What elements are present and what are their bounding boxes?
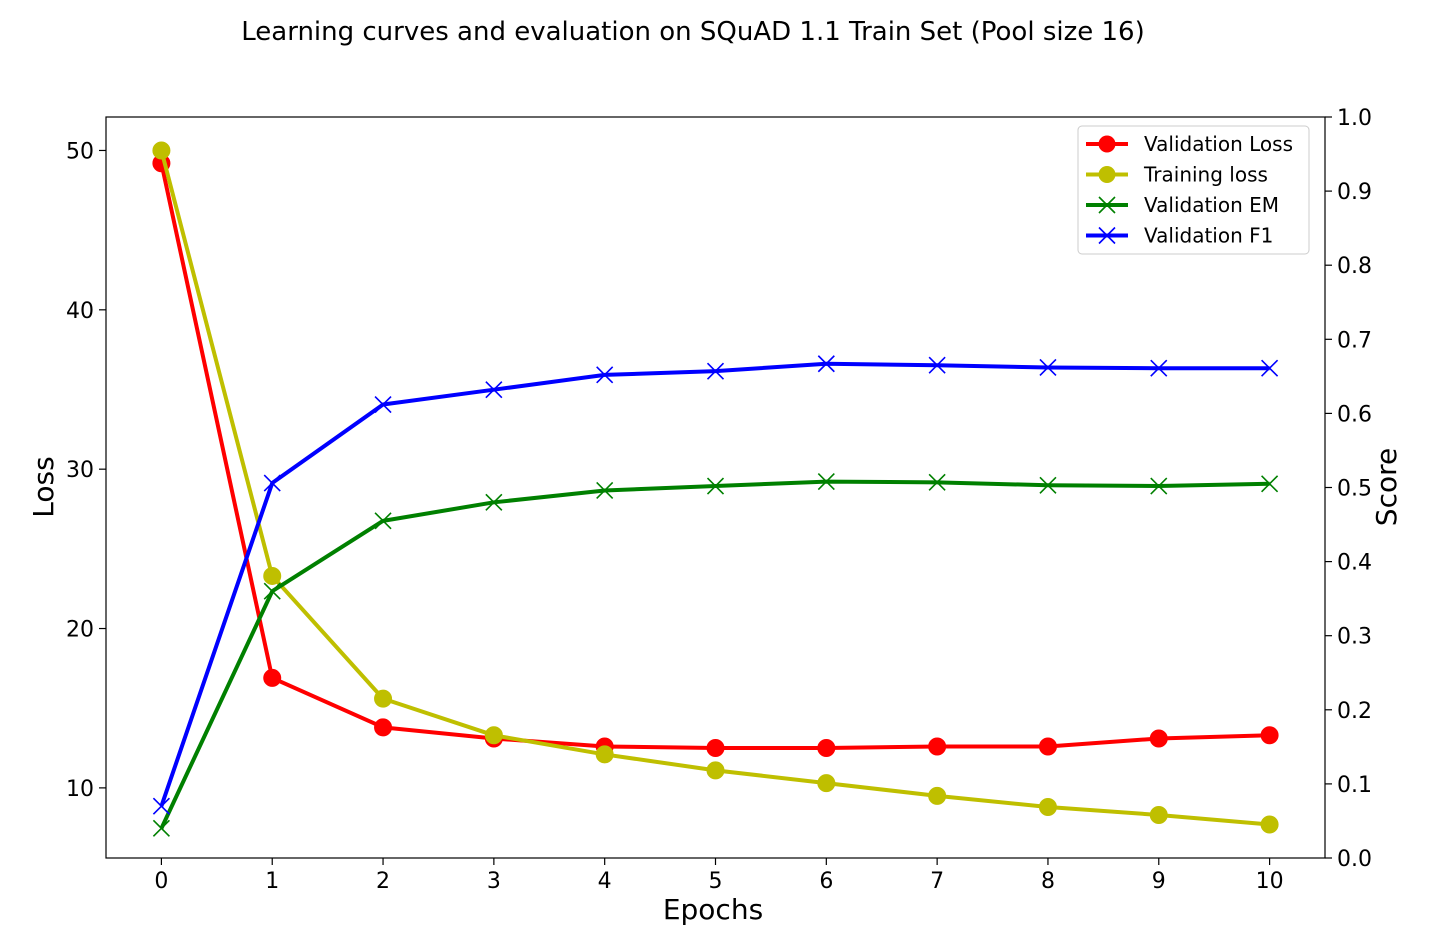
data-point-validation-em — [263, 582, 281, 600]
series-layer — [152, 141, 1279, 837]
y-left-tick-label: 10 — [66, 777, 94, 802]
data-point-training-loss — [928, 786, 947, 805]
x-tick-label: 6 — [819, 869, 833, 894]
data-point-validation-f1 — [374, 395, 392, 414]
y-left-tick-label: 40 — [66, 299, 94, 324]
data-point-validation-f1 — [1039, 358, 1057, 377]
legend-swatch-marker — [1098, 196, 1116, 214]
data-point-validation-loss — [928, 737, 947, 756]
legend-item-validation-em: Validation EM — [1086, 193, 1279, 217]
chart-title: Learning curves and evaluation on SQuAD … — [241, 17, 1145, 47]
legend-label: Training loss — [1143, 163, 1268, 187]
x-tick-label: 10 — [1256, 869, 1284, 894]
y-right-tick-label: 0.0 — [1337, 847, 1372, 872]
data-point-training-loss — [263, 566, 282, 585]
x-tick-label: 9 — [1152, 869, 1166, 894]
x-tick-label: 8 — [1041, 869, 1055, 894]
data-point-training-loss — [595, 745, 614, 764]
data-point-training-loss — [817, 774, 836, 793]
data-point-validation-loss — [817, 739, 836, 758]
x-tick-label: 0 — [154, 869, 168, 894]
data-point-validation-em — [1039, 476, 1057, 494]
y-right-tick-label: 0.3 — [1337, 625, 1372, 650]
y-axis-right-label: Score — [1370, 448, 1403, 526]
data-point-validation-f1 — [263, 474, 281, 492]
data-point-validation-loss — [1038, 737, 1057, 756]
legend-swatch-marker — [1098, 226, 1116, 245]
y-right-tick-label: 0.8 — [1337, 254, 1372, 279]
y-right-tick-label: 0.9 — [1337, 180, 1372, 205]
legend-item-validation-f1: Validation F1 — [1086, 224, 1273, 248]
y-left-tick-label: 50 — [66, 139, 94, 164]
y-right-tick-label: 1.0 — [1337, 106, 1372, 131]
x-tick-label: 2 — [376, 869, 390, 894]
y-left-tick-label: 20 — [66, 618, 94, 643]
data-point-validation-f1 — [596, 366, 614, 384]
y-right-tick-label: 0.4 — [1337, 551, 1372, 576]
data-point-validation-em — [374, 512, 392, 530]
x-tick-label: 1 — [265, 869, 279, 894]
data-point-validation-f1 — [1261, 359, 1279, 377]
legend-item-training-loss: Training loss — [1086, 163, 1268, 187]
y-axis-left: 10 20 30 40 50 — [66, 139, 106, 802]
legend-label: Validation EM — [1144, 193, 1279, 217]
x-tick-label: 4 — [598, 869, 612, 894]
data-point-validation-loss — [263, 668, 282, 687]
y-right-tick-label: 0.2 — [1337, 699, 1372, 724]
data-point-validation-em — [152, 819, 170, 837]
y-right-tick-label: 0.7 — [1337, 328, 1372, 353]
x-axis-label: Epochs — [663, 893, 763, 926]
data-point-validation-loss — [1149, 729, 1168, 748]
series-validation-em — [152, 473, 1279, 837]
legend-swatch-marker — [1098, 166, 1116, 183]
y-right-tick-label: 0.1 — [1337, 773, 1372, 798]
data-point-validation-f1 — [1150, 359, 1168, 377]
data-point-training-loss — [374, 689, 393, 708]
x-tick-label: 7 — [930, 869, 944, 894]
data-point-training-loss — [1038, 798, 1057, 817]
y-axis-left-label: Loss — [27, 456, 60, 517]
y-right-tick-label: 0.6 — [1337, 402, 1372, 427]
series-training-loss — [152, 141, 1279, 834]
y-left-tick-label: 30 — [66, 458, 94, 483]
data-point-training-loss — [152, 141, 171, 160]
data-point-validation-f1 — [928, 356, 946, 374]
data-point-validation-f1 — [152, 797, 170, 815]
data-point-validation-em — [1150, 477, 1168, 495]
legend-item-validation-loss: Validation Loss — [1086, 132, 1293, 156]
x-tick-label: 3 — [487, 869, 501, 894]
x-axis: 0 1 2 3 4 5 6 7 8 9 10 — [154, 858, 1284, 894]
data-point-validation-f1 — [817, 355, 835, 373]
data-point-validation-loss — [374, 718, 393, 737]
data-point-validation-em — [928, 473, 946, 491]
y-right-tick-label: 0.5 — [1337, 477, 1372, 502]
data-point-validation-loss — [1260, 726, 1279, 745]
legend: Validation Loss Training loss Validation E… — [1077, 125, 1310, 255]
data-point-validation-em — [1261, 475, 1279, 493]
y-axis-right: 0.0 0.1 0.2 0.3 0.4 0.5 0.6 0.7 0.8 0.9 1.0 — [1325, 106, 1372, 872]
legend-swatch-marker — [1098, 135, 1116, 153]
data-point-training-loss — [706, 761, 725, 780]
data-point-training-loss — [1260, 815, 1279, 834]
data-point-validation-loss — [706, 739, 725, 758]
data-point-validation-f1 — [485, 381, 503, 399]
data-point-training-loss — [484, 726, 503, 745]
legend-frame — [1077, 125, 1310, 255]
legend-label: Validation Loss — [1144, 132, 1293, 156]
data-point-training-loss — [1149, 805, 1168, 824]
data-point-validation-em — [485, 493, 503, 511]
data-point-validation-f1 — [706, 362, 725, 380]
series-validation-f1 — [152, 355, 1279, 815]
x-tick-label: 5 — [709, 869, 723, 894]
data-point-validation-em — [596, 481, 614, 500]
data-point-validation-em — [817, 473, 835, 491]
data-point-validation-em — [706, 477, 725, 495]
legend-label: Validation F1 — [1144, 224, 1273, 248]
